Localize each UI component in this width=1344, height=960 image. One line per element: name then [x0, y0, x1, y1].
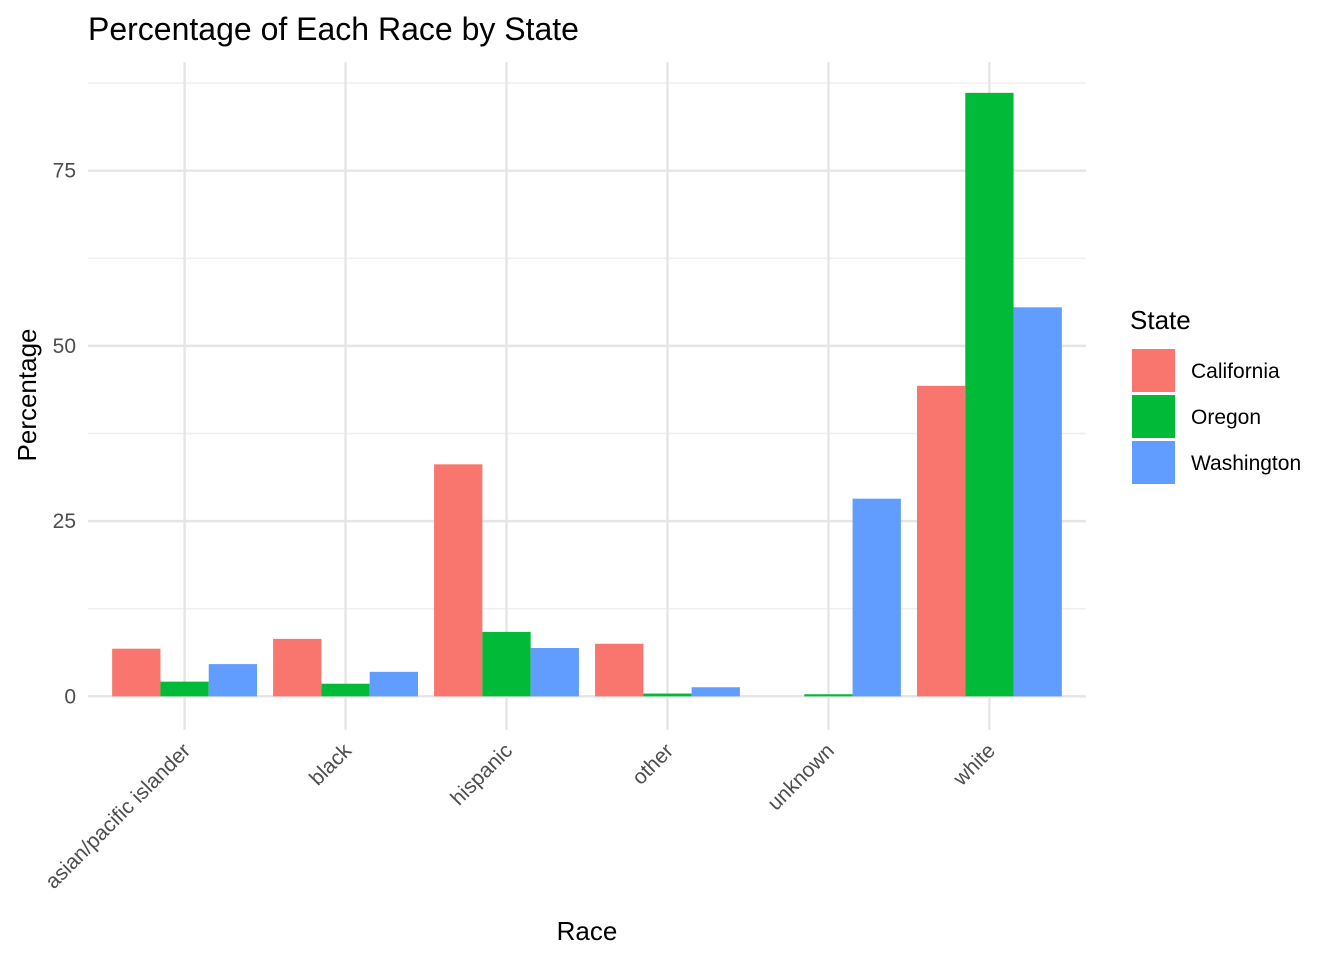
legend-key: [1132, 349, 1175, 392]
bar: [530, 647, 579, 697]
legend-label: Oregon: [1191, 406, 1261, 429]
y-tick-label: 0: [64, 685, 76, 708]
bar: [482, 631, 531, 697]
bar: [321, 683, 370, 697]
legend-label: California: [1191, 360, 1280, 383]
bars: [112, 92, 1062, 697]
x-tick-label: white: [948, 739, 1000, 791]
y-tick-label: 25: [53, 510, 76, 533]
bar: [852, 498, 901, 697]
y-tick-label: 50: [53, 335, 76, 358]
y-tick-label: 75: [53, 160, 76, 183]
y-tick-labels: 0 25 50 75: [53, 160, 76, 709]
x-tick-label: asian/pacific islander: [41, 739, 195, 893]
bar: [369, 671, 418, 697]
bar: [965, 92, 1014, 697]
bar: [643, 693, 692, 697]
x-tick-label: hispanic: [446, 739, 517, 810]
legend: State California Oregon Washington: [1130, 305, 1301, 484]
y-axis-title: Percentage: [12, 329, 42, 462]
bar: [916, 385, 966, 697]
bar: [434, 464, 483, 697]
x-axis-title: Race: [557, 916, 618, 946]
bar: [595, 643, 644, 697]
legend-key: [1132, 395, 1175, 438]
x-tick-label: other: [628, 739, 678, 789]
bar: [273, 638, 322, 697]
x-tick-labels: asian/pacific islander black hispanic other…: [41, 739, 1000, 893]
legend-key: [1132, 441, 1175, 484]
bar: [804, 694, 853, 697]
bar: [160, 681, 209, 697]
bar: [1013, 307, 1062, 697]
chart-title: Percentage of Each Race by State: [88, 11, 579, 47]
x-tick-label: black: [305, 739, 356, 790]
bar: [208, 664, 258, 697]
legend-title: State: [1130, 305, 1191, 335]
bar: [691, 687, 740, 697]
x-tick-label: unknown: [763, 739, 839, 815]
bar: [112, 648, 161, 697]
legend-label: Washington: [1191, 452, 1301, 475]
